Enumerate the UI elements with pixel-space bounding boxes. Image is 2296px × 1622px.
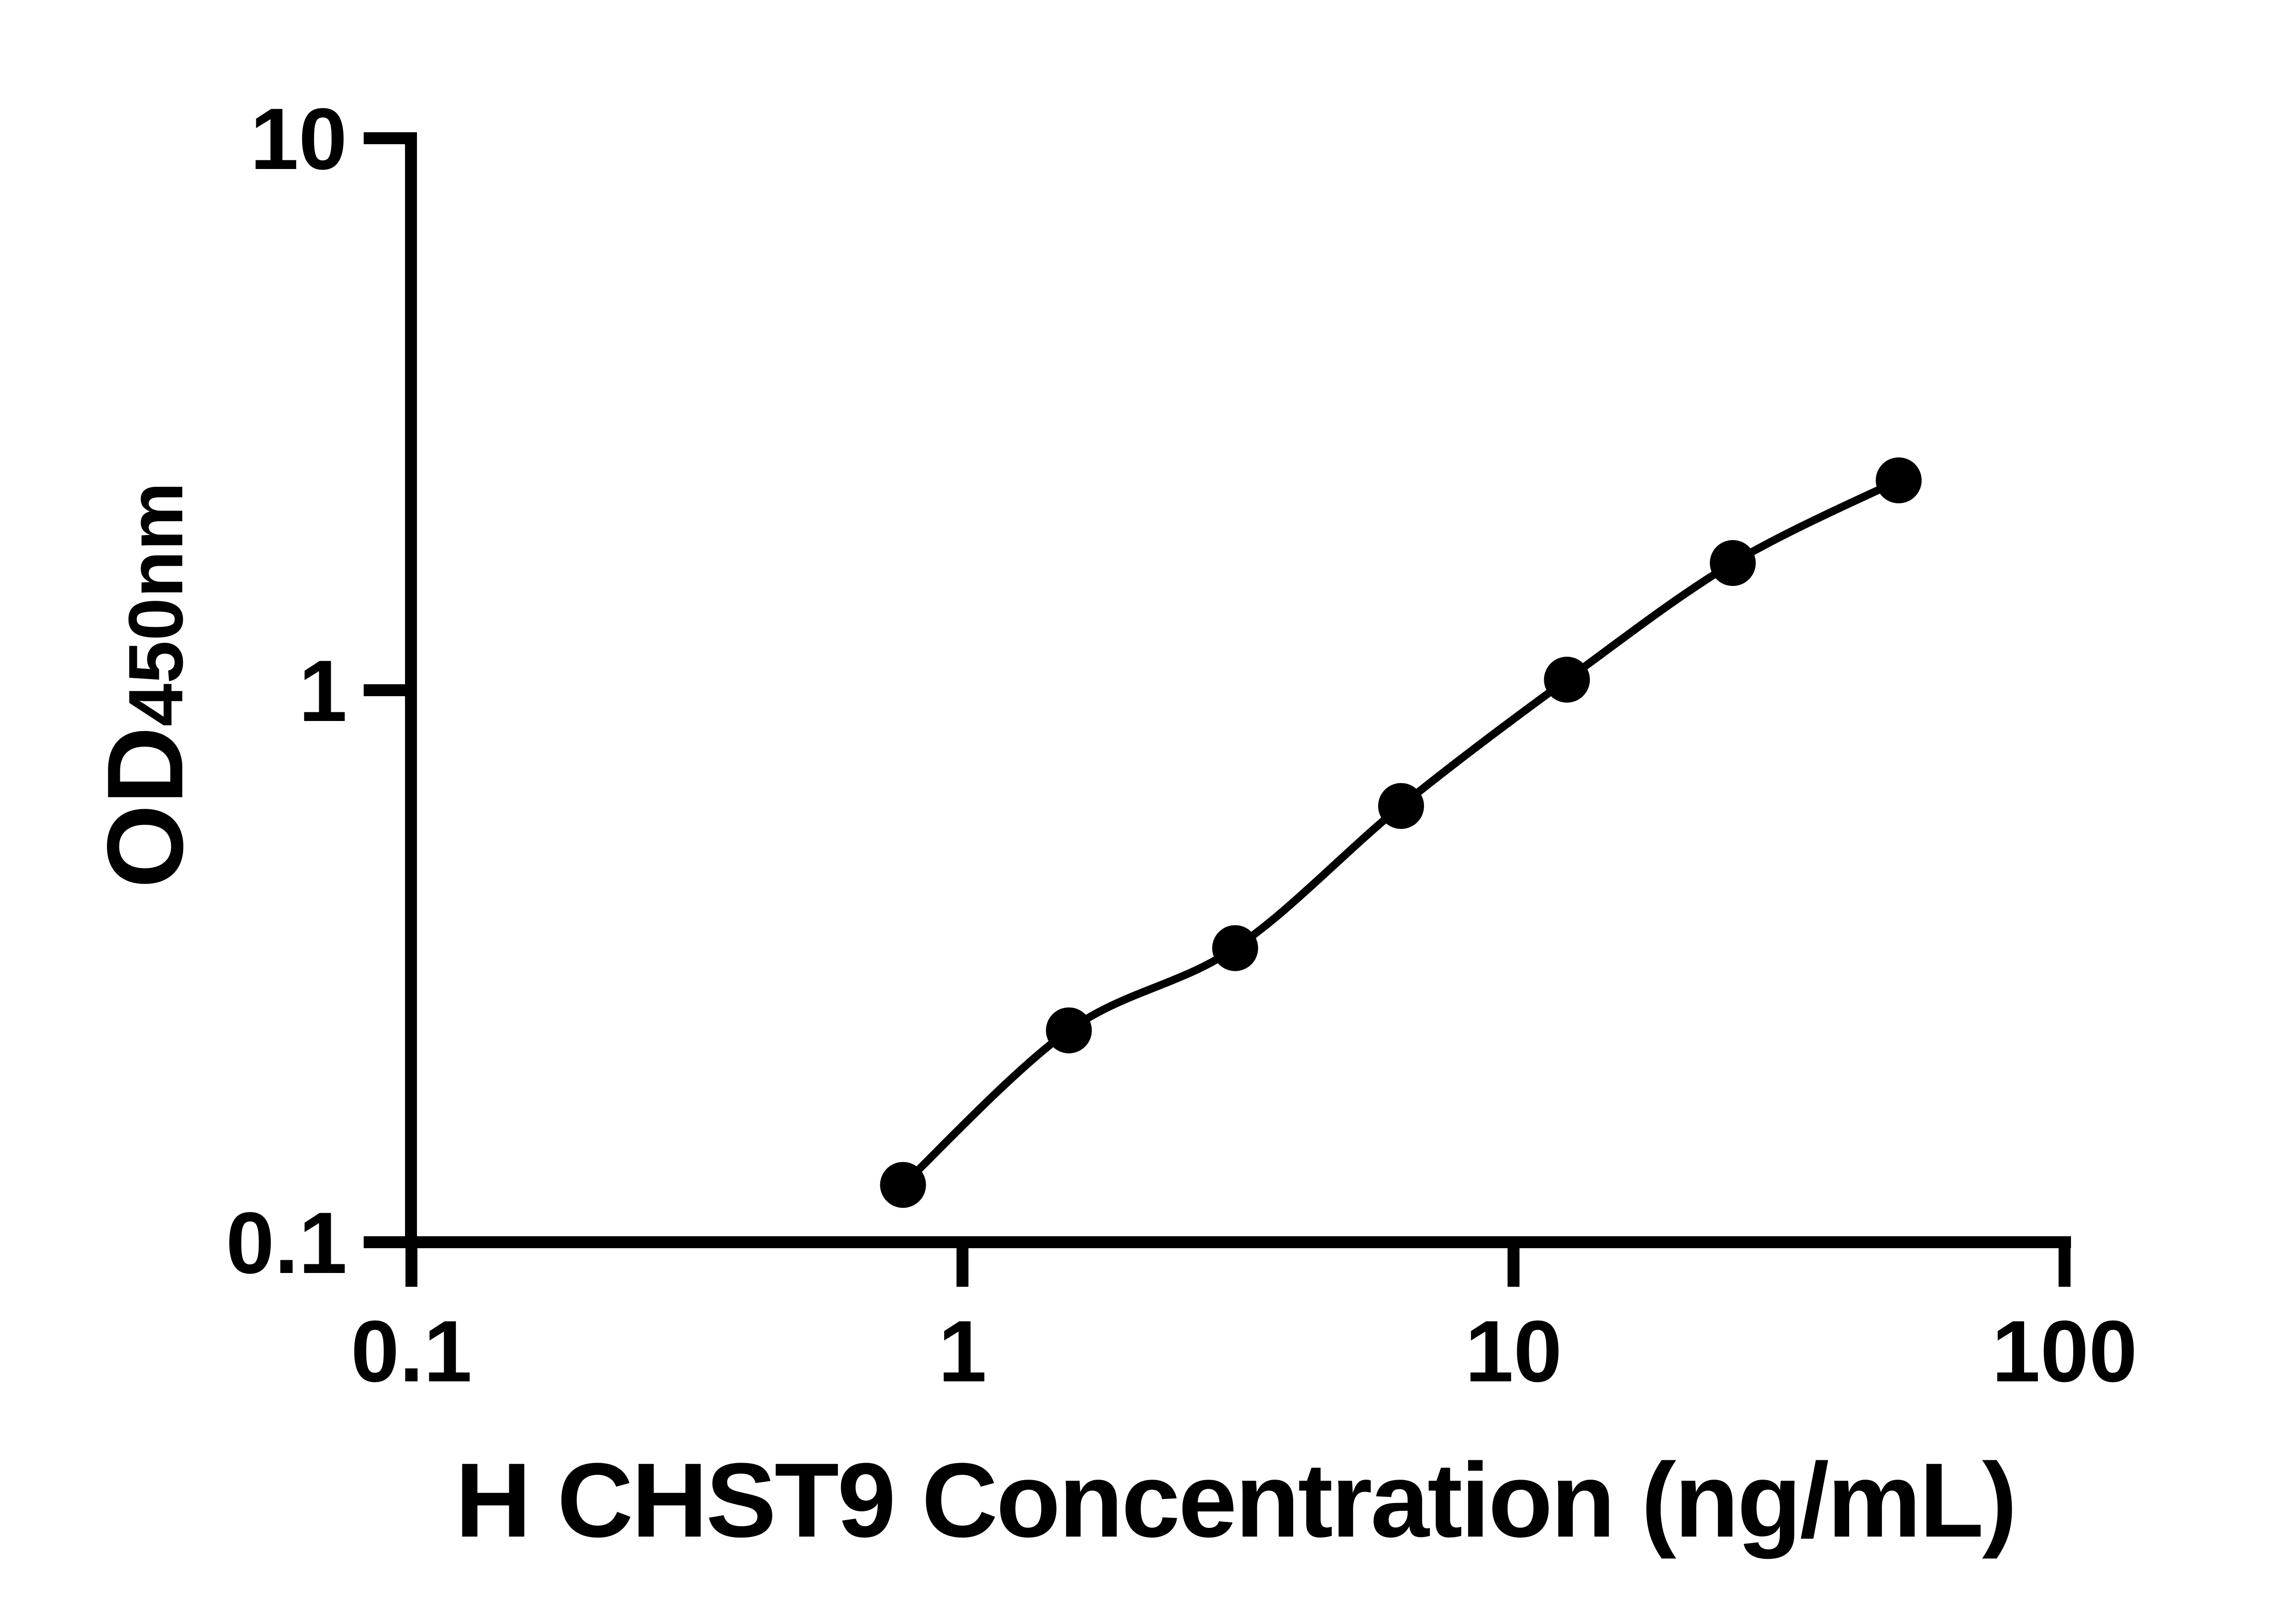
data-point-marker <box>1378 783 1424 829</box>
x-tick-label: 0.1 <box>351 1303 472 1400</box>
data-point-marker <box>880 1162 926 1208</box>
y-axis-title-sub: 450nm <box>113 482 199 727</box>
y-axis-title: OD450nm <box>84 482 205 889</box>
fitted-curve <box>899 476 1903 1189</box>
axes <box>364 132 2071 1287</box>
x-axis-ticks <box>405 1242 2071 1287</box>
x-axis-tick-labels: 0.1 1 10 100 <box>351 1303 2138 1400</box>
y-tick-label: 1 <box>298 642 347 740</box>
x-tick-label: 10 <box>1465 1303 1562 1400</box>
data-point-marker <box>1212 925 1258 971</box>
x-tick-label: 100 <box>1992 1303 2137 1400</box>
data-point-marker <box>1875 457 1922 503</box>
data-point-marker <box>1046 1007 1092 1053</box>
data-point-marker <box>1544 657 1590 703</box>
y-axis-ticks <box>364 132 411 1248</box>
x-tick-label: 1 <box>938 1303 987 1400</box>
y-axis-tick-labels: 10 1 0.1 <box>226 90 347 1292</box>
y-axis-title-main: OD <box>84 727 205 889</box>
data-point-marker <box>1710 540 1756 586</box>
x-axis-title: H CHST9 Concentration (ng/mL) <box>455 1441 2015 1559</box>
data-points <box>880 457 1922 1208</box>
y-tick-label: 0.1 <box>226 1194 347 1292</box>
y-tick-label: 10 <box>250 90 347 188</box>
